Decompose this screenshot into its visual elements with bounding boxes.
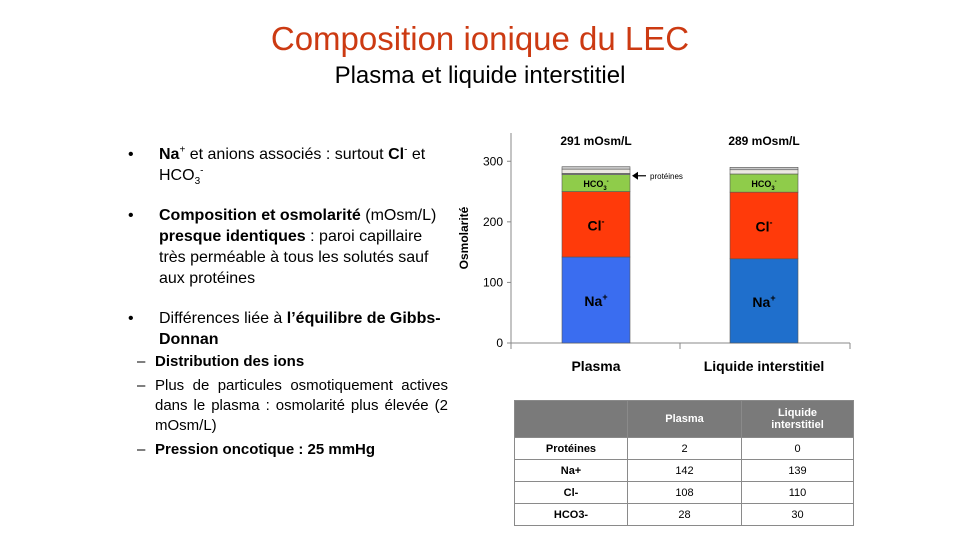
total-label: 291 mOsm/L xyxy=(560,134,631,148)
bullet-bold: Composition et osmolarité xyxy=(159,207,361,224)
table-header xyxy=(514,400,628,438)
bullet-list: • Na+ et anions associés : surtout Cl- e… xyxy=(128,144,448,464)
table-cell: 30 xyxy=(741,503,854,526)
annotation-label: protéines xyxy=(650,172,683,181)
table-cell: 142 xyxy=(627,459,742,482)
table-cell: 110 xyxy=(741,481,854,504)
total-label: 289 mOsm/L xyxy=(728,134,799,148)
bullet-bold: presque identiques xyxy=(159,228,306,245)
hco3-segment-label: HCO3- xyxy=(751,179,776,192)
bar-top-band xyxy=(561,168,631,174)
na-segment-label: Na+ xyxy=(584,292,607,309)
dash: – xyxy=(137,441,146,458)
cl-sup: - xyxy=(404,144,408,156)
bullet-text: Différences liée à xyxy=(159,310,287,327)
table-cell: 2 xyxy=(627,437,742,460)
y-tick-label: 200 xyxy=(483,215,503,229)
bar-top-band xyxy=(729,167,799,171)
na-segment-label: Na+ xyxy=(752,293,775,310)
na-text: Na xyxy=(159,146,180,163)
hco3-segment-label: HCO3- xyxy=(583,179,608,192)
slide-title: Composition ionique du LEC xyxy=(270,20,690,57)
bullet-dot: • xyxy=(128,310,134,327)
bullet-text: : paroi capillaire très perméable à tous… xyxy=(159,228,429,287)
bullet-dot: • xyxy=(128,207,134,224)
bullet-text: (mOsm/L) xyxy=(360,207,437,224)
sub-list: – Distribution des ions – Plus de particul… xyxy=(137,352,448,460)
cl-text: Cl xyxy=(388,146,405,163)
table-cell: Na+ xyxy=(514,459,628,482)
bar-segment-na xyxy=(561,256,631,344)
table-cell: 108 xyxy=(627,481,742,504)
table-row: Cl- 108 110 xyxy=(514,481,854,504)
osmolarity-chart: 0 100 200 300 Osmolarité Plasma 291 mOsm/L Na+ C… xyxy=(457,133,851,374)
bullet-text: et HCO xyxy=(159,146,426,184)
table-header: Liquide interstitiel xyxy=(741,400,854,438)
table-cell: HCO3- xyxy=(514,503,628,526)
category-label: Liquide interstitiel xyxy=(704,358,825,374)
bar-top-band xyxy=(561,166,631,170)
y-tick-label: 100 xyxy=(483,275,503,289)
bullet-gibbs-donnan: • Différences liée à l’équilibre de Gibb… xyxy=(128,308,448,460)
category-label: Plasma xyxy=(571,358,620,374)
dash: – xyxy=(137,353,146,370)
table-cell: 0 xyxy=(741,437,854,460)
sub-item-oncotique: – Pression oncotique : 25 mmHg xyxy=(128,440,448,460)
ion-table: Plasma Liquide interstitiel Protéines 2 … xyxy=(514,400,854,526)
y-tick-label: 300 xyxy=(483,154,503,168)
y-axis-label: Osmolarité xyxy=(457,206,471,269)
bullet-sodium: • Na+ et anions associés : surtout Cl- e… xyxy=(128,144,448,188)
slide-subtitle: Plasma et liquide interstitiel xyxy=(334,62,626,89)
sub-text: Pression oncotique : 25 mmHg xyxy=(155,441,376,458)
sub-text: Plus de particules osmotiquement actives… xyxy=(155,377,448,434)
hco-sup: - xyxy=(200,165,204,177)
hco-sub: 3 xyxy=(194,176,201,188)
table-header: Plasma xyxy=(627,400,742,438)
cl-segment-label: Cl- xyxy=(588,216,605,233)
sub-item-distribution: – Distribution des ions xyxy=(128,352,448,372)
dash: – xyxy=(137,377,146,394)
y-tick-label: 0 xyxy=(496,336,503,350)
table-header-row: Plasma Liquide interstitiel xyxy=(514,400,854,438)
bullet-text: et anions associés : surtout xyxy=(185,146,389,163)
annotation-arrowhead xyxy=(632,171,638,180)
table-row: Protéines 2 0 xyxy=(514,437,854,460)
table-cell: 139 xyxy=(741,459,854,482)
table-cell: Protéines xyxy=(514,437,628,460)
sub-text: Distribution des ions xyxy=(155,353,305,370)
sub-item-particules: – Plus de particules osmotiquement active… xyxy=(128,376,448,436)
bar-segment-cl xyxy=(561,191,631,258)
na-sup: + xyxy=(179,144,186,156)
table-row: Na+ 142 139 xyxy=(514,459,854,482)
bar-top-band xyxy=(729,169,799,175)
table-row: HCO3- 28 30 xyxy=(514,503,854,526)
cl-segment-label: Cl- xyxy=(756,217,773,234)
table-cell: Cl- xyxy=(514,481,628,504)
bullet-composition: • Composition et osmolarité (mOsm/L) pre… xyxy=(128,205,448,289)
bullet-bold: l’équilibre de Gibbs-Donnan xyxy=(159,310,441,348)
table-cell: 28 xyxy=(627,503,742,526)
bullet-dot: • xyxy=(128,146,134,163)
bar-segment-cl xyxy=(729,191,799,260)
